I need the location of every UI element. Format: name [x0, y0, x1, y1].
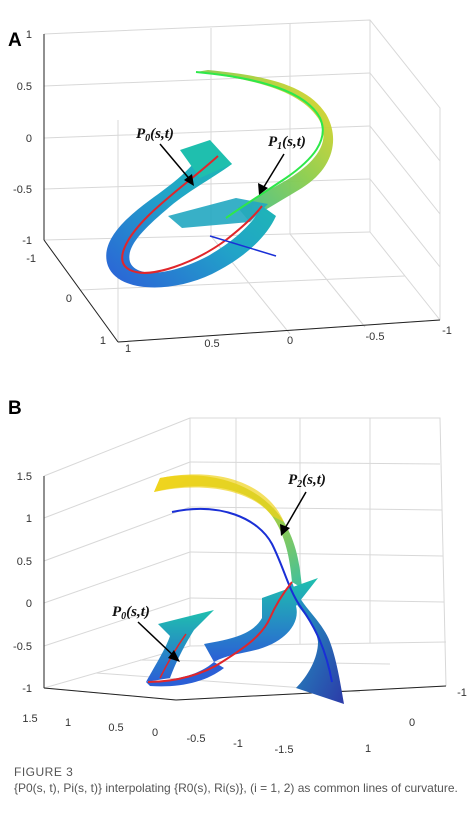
curve-blue	[171, 508, 333, 683]
ribbon-surfaces	[146, 474, 344, 704]
z-tick: -0.5	[13, 641, 32, 653]
x-tick: -0.5	[366, 331, 385, 343]
label-args: (s,t)	[302, 472, 326, 488]
panel-letter: B	[8, 398, 22, 419]
y-tick: 0	[409, 717, 415, 729]
x-tick: 0	[287, 335, 293, 347]
z-tick: 1	[26, 513, 32, 525]
curve-red	[121, 155, 263, 274]
arrow-line	[283, 491, 307, 531]
z-axis-ticks: 1.5 1 0.5 0 -0.5 -1	[13, 471, 32, 695]
label-main: P	[112, 604, 122, 620]
panel-b-plot: B 1.5 1 0.5 0 -0.5 -1 1.5 1 0.5	[8, 398, 467, 756]
x-tick: -1	[233, 738, 243, 750]
z-tick: 0.5	[17, 556, 32, 568]
x-tick: 1.5	[22, 713, 37, 725]
arrow-head	[280, 524, 290, 536]
arrow-line	[159, 143, 193, 183]
caption-text: {P0(s, t), Pi(s, t)} interpolating {R0(s…	[14, 781, 458, 795]
y-tick: 1	[100, 335, 106, 347]
z-tick: 0	[26, 598, 32, 610]
panel-a-plot: A 1 0.5 0 -0.5 -1 -1 0 1	[8, 19, 452, 355]
z-axis-ticks: 1 0.5 0 -0.5 -1	[13, 29, 32, 247]
y-axis-ticks: -1 0 1	[365, 687, 467, 755]
label-main: P	[268, 134, 278, 150]
y-tick: 1	[365, 743, 371, 755]
figure-panel-b: B 1.5 1 0.5 0 -0.5 -1 1.5 1 0.5	[0, 392, 474, 762]
ribbon-p0	[146, 610, 214, 682]
label-sub: 2	[296, 479, 302, 490]
label-p0: P0(s,t)	[136, 126, 194, 186]
z-tick: 0	[26, 133, 32, 145]
x-tick: 1	[125, 343, 131, 355]
ribbon-p0	[106, 144, 276, 288]
svg-text:P0(s,t): P0(s,t)	[112, 604, 150, 622]
arrow-head	[258, 183, 268, 195]
label-sub: 1	[277, 141, 282, 152]
figure-number: FIGURE 3	[14, 765, 74, 779]
label-p0: P0(s,t)	[112, 604, 180, 662]
label-sub: 0	[145, 133, 150, 144]
label-main: P	[288, 472, 298, 488]
curve-green	[195, 71, 324, 219]
label-main: P	[136, 126, 146, 142]
y-tick: -1	[457, 687, 467, 699]
x-tick: -1	[442, 325, 452, 337]
axes-box	[43, 19, 441, 343]
x-tick: 0	[152, 727, 158, 739]
y-tick: -1	[26, 253, 36, 265]
panel-letter: A	[8, 30, 22, 51]
svg-text:P2(s,t): P2(s,t)	[288, 472, 326, 490]
x-axis-ticks: 1.5 1 0.5 0 -0.5 -1 -1.5	[22, 713, 293, 756]
x-tick: 0.5	[204, 338, 219, 350]
svg-text:P0(s,t): P0(s,t)	[136, 126, 174, 144]
axis-lines	[43, 34, 441, 343]
label-args: (s,t)	[282, 134, 306, 150]
z-tick: -0.5	[13, 184, 32, 196]
ribbon-twist	[204, 578, 318, 662]
z-tick: 1	[26, 29, 32, 41]
svg-text:P1(s,t): P1(s,t)	[268, 134, 306, 152]
label-p2: P2(s,t)	[280, 472, 326, 536]
x-tick: -0.5	[187, 733, 206, 745]
axes-box	[43, 417, 447, 701]
z-tick: -1	[22, 683, 32, 695]
arrow-head	[184, 174, 194, 186]
label-args: (s,t)	[150, 126, 174, 142]
label-sub: 0	[121, 611, 126, 622]
ribbon-surfaces	[106, 70, 334, 288]
z-tick: -1	[22, 235, 32, 247]
arrow-line	[137, 621, 177, 659]
y-tick: 0	[66, 293, 72, 305]
x-tick: -1.5	[275, 744, 294, 756]
z-tick: 1.5	[17, 471, 32, 483]
figure-caption: FIGURE 3 {P0(s, t), Pi(s, t)} interpolat…	[14, 764, 464, 796]
ribbon-p1	[196, 70, 334, 220]
arrow-line	[261, 153, 285, 191]
ribbon-p2-edge	[154, 474, 284, 522]
z-tick: 0.5	[17, 81, 32, 93]
x-tick: 1	[65, 717, 71, 729]
label-p1: P1(s,t)	[258, 134, 306, 195]
x-tick: 0.5	[108, 722, 123, 734]
curve-red	[147, 581, 293, 683]
y-axis-ticks: -1 0 1	[26, 253, 106, 347]
arrow-head	[168, 650, 180, 662]
label-args: (s,t)	[126, 604, 150, 620]
curve-blue	[209, 235, 277, 257]
ribbon-p2-top	[154, 475, 302, 588]
x-axis-ticks: 1 0.5 0 -0.5 -1	[125, 325, 452, 355]
figure-panel-a: A 1 0.5 0 -0.5 -1 -1 0 1	[0, 0, 474, 390]
ribbon-p0-end	[180, 140, 232, 178]
